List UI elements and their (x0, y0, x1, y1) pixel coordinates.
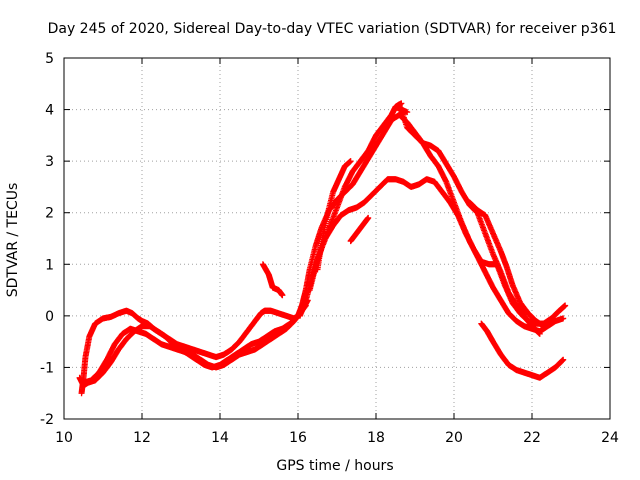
y-axis-label: SDTVAR / TECUs (5, 183, 21, 298)
y-tick-label: -1 (40, 360, 54, 376)
x-tick-label: 18 (367, 430, 385, 446)
series-track-k (466, 199, 547, 330)
y-tick-label: 1 (45, 257, 54, 273)
data-point (560, 315, 567, 322)
data-point (365, 214, 372, 221)
x-tick-label: 16 (289, 430, 307, 446)
x-tick-label: 24 (601, 430, 619, 446)
x-tick-label: 20 (445, 430, 463, 446)
data-point (540, 323, 547, 330)
data-point (536, 330, 543, 337)
x-tick-label: 22 (523, 430, 541, 446)
data-point (560, 356, 567, 363)
y-tick-label: 0 (45, 309, 54, 325)
x-tick-label: 14 (211, 430, 229, 446)
y-tick-label: 5 (45, 51, 54, 67)
series-track-i (347, 214, 372, 245)
series-outliers (392, 100, 411, 116)
y-tick-labels: -2 -1 0 1 2 3 4 5 (40, 51, 54, 428)
y-tick-label: -2 (40, 412, 54, 428)
data-marks (76, 100, 569, 397)
x-tick-label: 10 (55, 430, 73, 446)
data-point (279, 292, 286, 299)
series-track-g (306, 101, 543, 337)
x-axis-label: GPS time / hours (276, 458, 393, 474)
grid (64, 58, 610, 419)
axis-ticks (63, 57, 611, 420)
x-tick-label: 12 (133, 430, 151, 446)
y-tick-label: 3 (45, 154, 54, 170)
series-track-j (478, 320, 567, 381)
data-point (347, 158, 354, 165)
series-track-h (314, 158, 354, 273)
plot-frame (63, 57, 611, 420)
data-point (404, 109, 411, 116)
series-track-d (259, 261, 286, 299)
x-tick-labels: 10 12 14 16 18 20 22 24 (55, 430, 619, 446)
y-tick-label: 4 (45, 103, 54, 119)
chart-title: Day 245 of 2020, Sidereal Day-to-day VTE… (48, 21, 617, 37)
data-point (562, 302, 569, 309)
y-tick-label: 2 (45, 206, 54, 222)
